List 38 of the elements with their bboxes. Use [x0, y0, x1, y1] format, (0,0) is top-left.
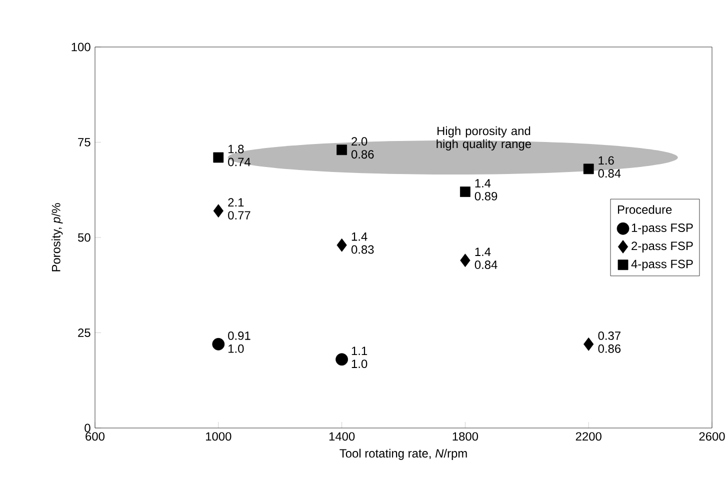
point	[336, 238, 347, 252]
x-tick-label: 2600	[699, 432, 725, 441]
annotation: High porosity and high quality range	[436, 126, 531, 150]
y-tick-label: 0	[84, 424, 90, 432]
y-tick-label: 25	[78, 328, 90, 337]
point	[213, 152, 224, 163]
y-axis-title: Porosity, p/%	[52, 203, 63, 272]
x-tick-label: 1400	[329, 432, 355, 441]
point	[336, 144, 347, 156]
point	[212, 338, 225, 350]
data-label: 1.1 1.0	[352, 346, 368, 368]
x-axis-title: Tool rotating rate, N/rpm	[340, 448, 467, 460]
data-label: 1.6 0.84	[598, 156, 621, 178]
x-tick-label: 1000	[206, 432, 232, 441]
x-tick-label: 2200	[576, 432, 602, 441]
y-tick-label: 100	[72, 42, 90, 52]
legend-label: 4-pass FSP	[631, 260, 693, 271]
x-tick-label: 600	[86, 432, 105, 441]
data-label: 1.4 0.89	[474, 179, 498, 200]
y-tick-label: 50	[78, 233, 90, 242]
legend-title: Procedure	[618, 205, 672, 214]
data-label: 1.4 0.84	[474, 248, 498, 269]
point	[460, 186, 470, 197]
legend-label: 2-pass FSP	[632, 242, 693, 252]
legend-label: 1-pass FSP	[632, 224, 693, 234]
point	[460, 254, 470, 268]
data-label: 1.4 0.83	[351, 232, 374, 254]
data-label: 1.8 0.74	[228, 144, 251, 166]
point	[213, 204, 224, 218]
data-label: 2.0 0.86	[351, 137, 374, 159]
point	[583, 164, 594, 174]
data-label: 0.91 1.0	[228, 331, 250, 353]
point	[584, 337, 594, 351]
data-label: 0.37 0.86	[598, 331, 621, 353]
y-tick-label: 75	[78, 138, 90, 146]
point	[336, 353, 348, 366]
data-label: 2.1 0.77	[228, 198, 250, 220]
x-tick-label: 1800	[452, 432, 478, 441]
